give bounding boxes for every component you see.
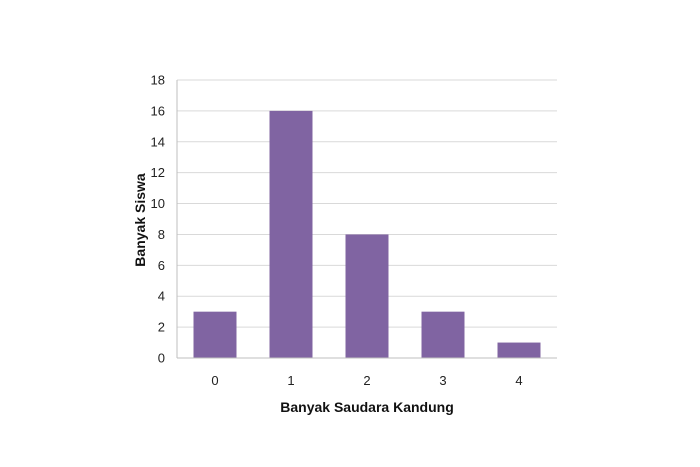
y-tick-label: 0: [158, 351, 165, 366]
y-tick-label: 14: [151, 134, 165, 149]
bar-4: [497, 342, 541, 358]
y-tick-label: 2: [158, 320, 165, 335]
y-tick-label: 18: [151, 73, 165, 88]
bar-0: [193, 311, 237, 358]
y-tick-label: 10: [151, 196, 165, 211]
bar-1: [269, 110, 313, 358]
x-tick-label: 0: [211, 373, 218, 388]
x-tick-label: 3: [439, 373, 446, 388]
gridlines: [177, 79, 557, 328]
x-tick-label: 2: [363, 373, 370, 388]
y-tick-label: 8: [158, 227, 165, 242]
axes: [176, 80, 557, 359]
x-tick-label: 4: [515, 373, 522, 388]
y-tick-label: 12: [151, 165, 165, 180]
x-tick-labels: 0 1 2 3 4: [211, 373, 522, 388]
y-tick-label: 6: [158, 258, 165, 273]
bar-2: [345, 234, 389, 358]
y-tick-label: 4: [158, 289, 165, 304]
x-tick-label: 1: [287, 373, 294, 388]
x-axis-title: Banyak Saudara Kandung: [280, 399, 454, 415]
bars: [193, 110, 541, 358]
y-tick-label: 16: [151, 103, 165, 118]
y-tick-labels: 0 2 4 6 8 10 12 14 16 18: [151, 73, 165, 366]
y-axis-title: Banyak Siswa: [132, 173, 148, 267]
bar-3: [421, 311, 465, 358]
